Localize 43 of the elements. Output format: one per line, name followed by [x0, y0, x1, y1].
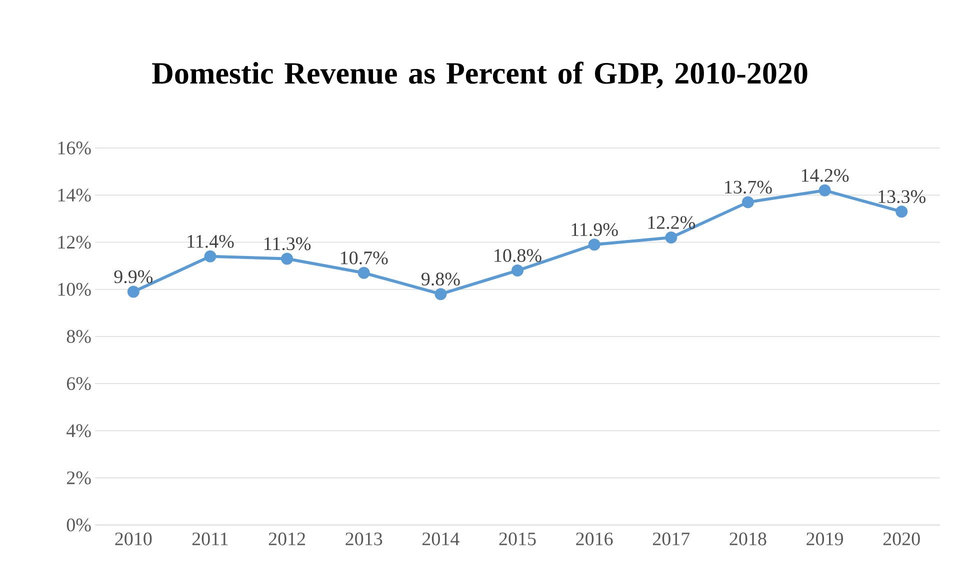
- x-tick-label: 2017: [652, 532, 690, 546]
- data-label: 13.3%: [878, 190, 926, 204]
- point: [204, 250, 216, 262]
- data-label: 11.9%: [572, 223, 618, 236]
- x-tick-label: 2015: [499, 532, 536, 546]
- x-tick-label: 2013: [346, 532, 382, 546]
- x-tick-label: 2012: [268, 532, 305, 546]
- point: [434, 288, 447, 300]
- x-tick-label: 2019: [806, 532, 843, 546]
- data-label: 12.2%: [648, 216, 696, 230]
- x-tick-label: 2018: [730, 532, 766, 546]
- point: [742, 196, 754, 208]
- x-tick-label: 2020: [883, 532, 920, 546]
- x-tick-label: 2016: [576, 532, 613, 546]
- data-label: 10.8%: [494, 249, 542, 262]
- x-tick-label: 2014: [422, 532, 460, 546]
- y-tick-label: 0%: [66, 518, 91, 532]
- data-label: 14.2%: [802, 168, 849, 182]
- point: [588, 238, 600, 251]
- data-label: 9.8%: [422, 272, 460, 286]
- data-label: 11.4%: [188, 234, 234, 248]
- y-tick-label: 6%: [66, 377, 91, 390]
- data-label: 13.7%: [725, 180, 772, 194]
- y-tick-label: 12%: [58, 236, 91, 249]
- y-tick-label: 8%: [66, 330, 91, 343]
- x-tick-label: 2010: [115, 532, 152, 546]
- data-label: 10.7%: [341, 251, 388, 264]
- chart-title: Domestic Revenue as Percent of GDP, 2010-2020: [152, 62, 808, 88]
- point: [127, 286, 140, 298]
- point: [896, 206, 908, 218]
- point: [818, 184, 831, 196]
- point: [665, 232, 678, 244]
- point: [512, 264, 524, 277]
- data-label: 9.9%: [114, 270, 153, 284]
- y-tick-label: 14%: [58, 188, 91, 202]
- point: [358, 266, 370, 279]
- y-tick-label: 10%: [58, 282, 91, 296]
- y-tick-label: 2%: [66, 471, 91, 484]
- y-tick-label: 4%: [66, 424, 91, 438]
- data-label: 11.3%: [264, 237, 311, 250]
- y-tick-label: 16%: [58, 142, 91, 154]
- x-tick-label: 2011: [192, 532, 228, 546]
- point: [281, 252, 294, 265]
